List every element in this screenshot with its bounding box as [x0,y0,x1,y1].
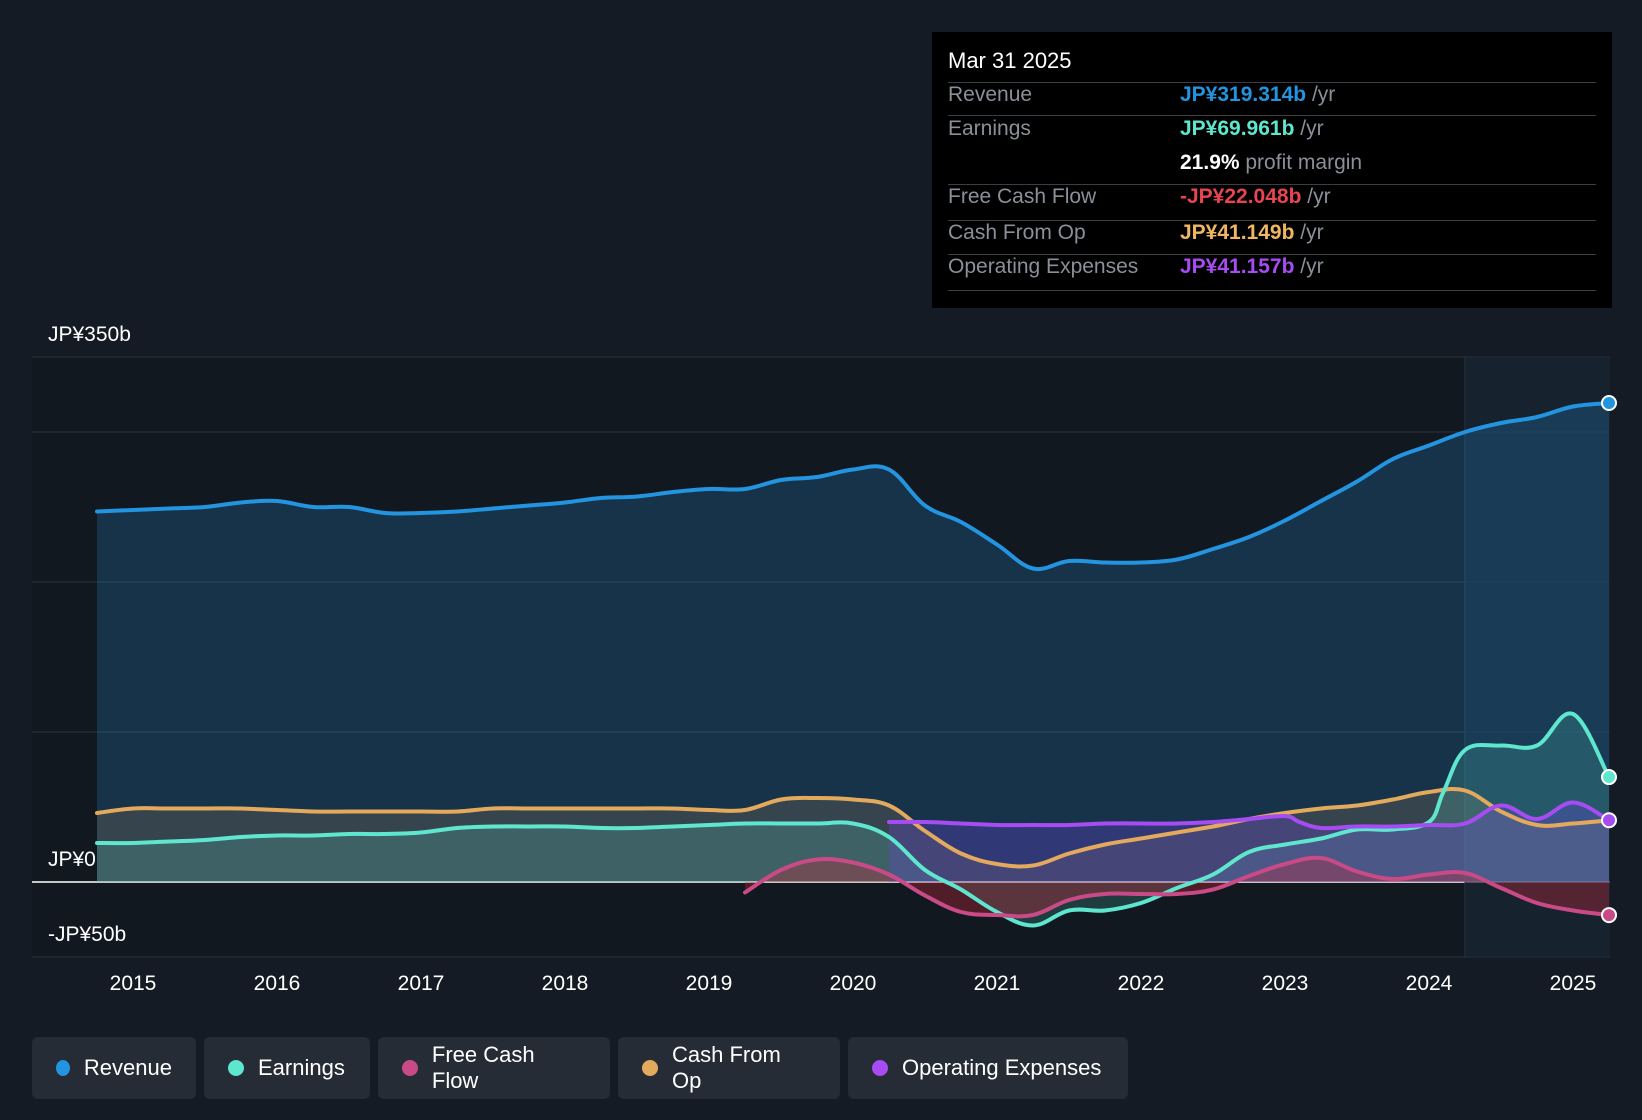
legend-label: Revenue [83,1055,172,1080]
tooltip-divider [948,184,1596,185]
tooltip-value: JP¥69.961b [1180,117,1295,140]
tooltip-divider [948,115,1596,116]
legend-label: Free Cash Flow [431,1042,535,1093]
legend-item-earnings[interactable]: Earnings [204,1037,370,1099]
legend-dot [228,1060,244,1076]
y-tick-label: JP¥0 [48,848,96,871]
tooltip-value: 21.9% [1180,151,1240,174]
tooltip-value: -JP¥22.048b [1180,185,1302,208]
earnings-area [97,713,1609,926]
tooltip-label: Cash From Op [948,221,1086,244]
legend-label: Earnings [258,1055,345,1080]
tooltip-label: Earnings [948,117,1031,140]
tooltip-suffix: profit margin [1239,151,1363,174]
free-cash-flow-end-marker [1601,907,1617,924]
legend-dot [402,1060,418,1076]
tooltip-suffix: /yr [1294,221,1324,244]
x-tick-label: 2016 [254,972,301,995]
tooltip-suffix: /yr [1306,83,1336,106]
operating-expenses-area [889,802,1609,882]
tooltip-value: JP¥41.149b [1180,221,1295,244]
legend-item-operating-expenses[interactable]: Operating Expenses [848,1037,1128,1099]
series-end-markers [1601,395,1617,924]
tooltip-label: Free Cash Flow [948,185,1097,208]
tooltip-divider [948,220,1596,221]
tooltip-value: JP¥319.314b [1180,83,1307,106]
x-tick-label: 2018 [542,972,589,995]
tooltip-label: Operating Expenses [948,255,1139,278]
cash-from-op-area [97,788,1609,882]
x-tick-label: 2015 [110,972,157,995]
tooltip-suffix: /yr [1301,185,1331,208]
legend-label: Operating Expenses [902,1055,1102,1080]
tooltip-label: Revenue [948,83,1033,106]
y-tick-label: -JP¥50b [48,923,126,946]
legend-item-free-cash-flow[interactable]: Free Cash Flow [378,1037,610,1099]
legend-item-cash-from-op[interactable]: Cash From Op [618,1037,840,1099]
x-tick-label: 2024 [1406,972,1453,995]
cash-from-op-line [95,787,1611,869]
tooltip-date: Mar 31 2025 [948,48,1072,73]
x-tick-label: 2021 [974,972,1021,995]
earnings-end-marker [1601,769,1617,786]
x-tick-label: 2017 [398,972,445,995]
legend-dot [642,1060,658,1076]
tooltip: Mar 31 2025 Revenue JP¥319.314b /yr Earn… [932,32,1612,308]
revenue-area [97,403,1609,882]
legend-dot [872,1060,888,1076]
legend-dot [56,1060,70,1076]
operating-expenses-end-marker [1601,812,1617,829]
tooltip-divider [948,254,1596,255]
free-cash-flow-line [743,855,1611,919]
x-axis-labels: 2015 2016 2017 2018 2019 2020 2021 2022 2023 2024… [110,972,1597,995]
tooltip-suffix: /yr [1294,255,1324,278]
x-tick-label: 2023 [1262,972,1309,995]
tooltip-value: JP¥41.157b [1180,255,1295,278]
earnings-line [95,711,1611,928]
y-tick-label: JP¥350b [48,323,131,346]
tooltip-divider [948,82,1596,83]
tooltip-suffix: /yr [1294,117,1324,140]
revenue-end-marker [1601,395,1617,412]
operating-expenses-line [887,800,1611,831]
x-tick-label: 2022 [1118,972,1165,995]
x-tick-label: 2020 [830,972,877,995]
y-axis-labels: JP¥350b JP¥0 -JP¥50b [48,323,131,946]
legend-item-revenue[interactable]: Revenue [32,1037,196,1099]
tooltip-divider [948,290,1596,291]
series-lines [95,401,1611,928]
x-tick-label: 2019 [686,972,733,995]
revenue-line [95,401,1611,572]
legend-label: Cash From Op [671,1042,781,1093]
forecast-region [1465,357,1610,958]
x-tick-label: 2025 [1550,972,1597,995]
